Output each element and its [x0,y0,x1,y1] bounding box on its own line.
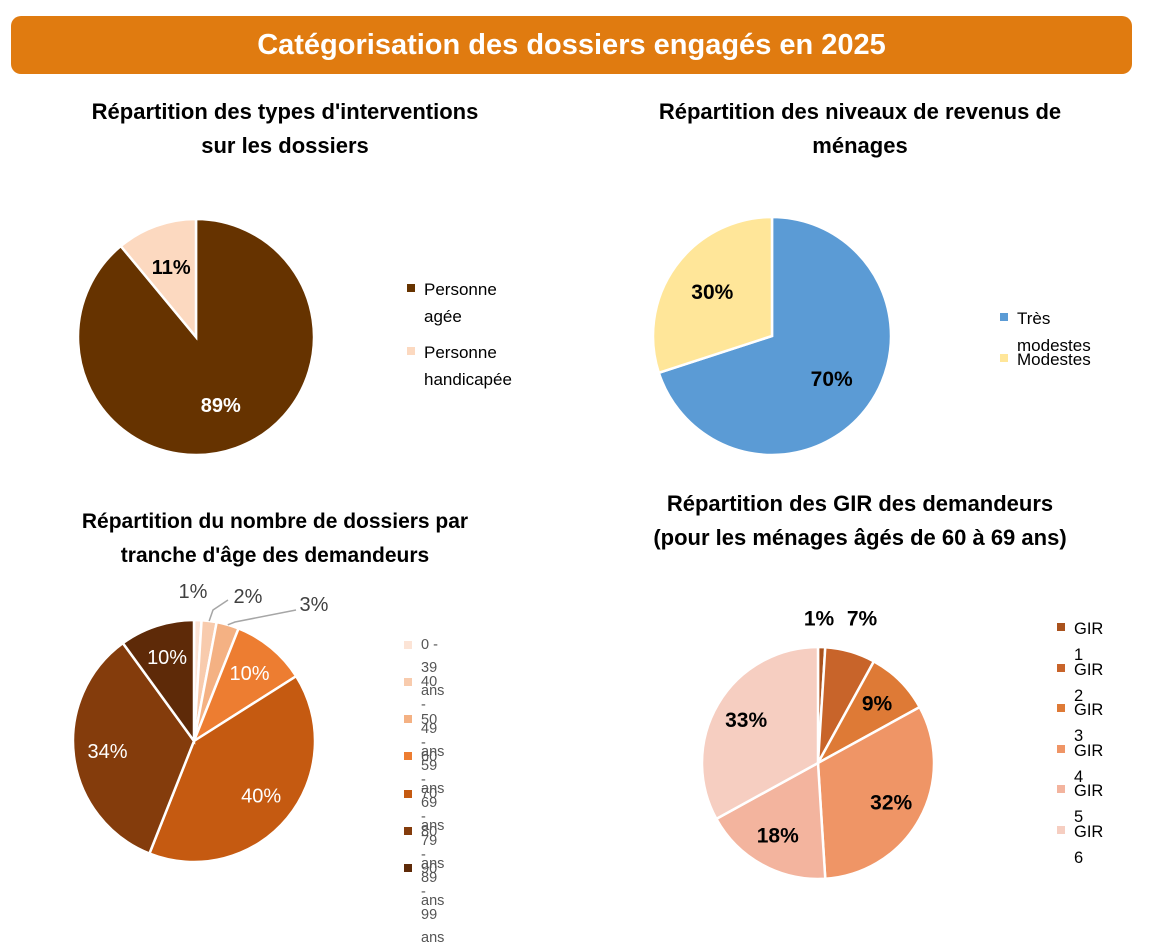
legend-label: GIR 4 [1074,741,1104,786]
legend-label: Personne agée [424,280,497,327]
chart-3-data-label-4: 10% [230,663,270,685]
page-title: Catégorisation des dossiers engagés en 2… [257,28,886,61]
legend-label: Très modestes [1017,309,1091,356]
legend-swatch [404,827,412,836]
chart-3-title: Répartition du nombre de dossiers par tr… [81,510,469,567]
legend-label: Personne handicapée [424,343,512,390]
chart-4-slice-4 [816,705,936,881]
chart-3-data-label-3: 3% [300,594,329,616]
chart-3-slice-4 [191,626,298,745]
legend-label: GIR 5 [1074,782,1104,827]
chart-4-data-label-3: 9% [862,692,893,715]
chart-4-data-label-4: 32% [870,792,912,815]
legend-swatch [404,677,412,686]
legend-label: 80 - 89 ans [421,823,445,910]
chart-2-slice-2 [651,215,774,375]
legend-label: 60 - 69 ans [421,748,445,835]
header-banner: Catégorisation des dossiers engagés en 2… [11,16,1132,74]
legend-swatch [1057,663,1065,672]
legend-label: 50 - 59 ans [421,711,445,798]
legend-swatch [1000,353,1008,362]
chart-4-legend-item: GIR 6 [1057,819,1103,872]
legend-swatch [1057,825,1065,834]
chart-3-slice-6 [71,641,196,856]
legend-swatch [404,752,412,761]
chart-4-legend-item: GIR 3 [1057,697,1103,750]
legend-swatch [404,640,412,649]
chart-4-data-label-2: 7% [847,608,878,631]
chart-3-leader-line-3 [227,609,297,626]
chart-3-legend-item: 50 - 59 ans [404,709,444,802]
chart-4-title: Répartition des GIR des demandeurs (pour… [653,491,1067,550]
chart-3-data-label-6: 34% [88,741,128,763]
legend-swatch [1057,623,1065,632]
chart-3-data-label-2: 2% [234,586,263,608]
legend-label: GIR 2 [1074,660,1104,705]
legend-swatch [404,864,412,873]
chart-1-data-label-1: 89% [201,395,241,417]
legend-label: GIR 1 [1074,620,1104,665]
chart-3-slice-5 [147,674,317,864]
chart-4-legend-item: GIR 2 [1057,657,1103,710]
chart-1-title: Répartition des types d'interventions su… [91,99,479,158]
chart-4-data-label-1: 1% [804,608,835,631]
chart-3-legend-item: 0 - 39 ans [404,634,444,704]
chart-3-legend-item: 60 - 69 ans [404,746,444,839]
chart-3-legend-item: 80 - 89 ans [404,821,444,914]
chart-4-legend-item: GIR 4 [1057,738,1103,791]
legend-label: 0 - 39 ans [421,637,445,700]
legend-label: GIR 6 [1074,822,1104,867]
legend-swatch [404,715,412,724]
chart-3-legend-item: 70 - 79 ans [404,783,444,876]
chart-4-legend-item: GIR 1 [1057,616,1103,669]
legend-swatch [404,789,412,798]
chart-3-data-label-7: 10% [147,647,187,669]
chart-1-legend-item: Personne agée [407,276,497,330]
chart-2-data-label-2: 30% [691,281,733,304]
chart-3-slice-7 [121,618,196,745]
legend-label: 90 - 99 ans [421,860,445,947]
chart-1-data-label-2: 11% [152,257,191,279]
chart-4-data-label-5: 18% [757,825,799,848]
chart-3-legend-item: 40 - 49 ans [404,671,444,764]
chart-3-data-label-5: 40% [241,786,281,808]
legend-swatch [1057,704,1065,713]
chart-2-data-label-1: 70% [811,368,853,391]
chart-3-legend-item: 90 - 99 ans [404,858,444,951]
legend-swatch [1000,312,1008,321]
chart-1-slice-2 [119,217,198,341]
chart-4-legend-item: GIR 5 [1057,778,1103,831]
chart-2-slice-1 [657,215,893,457]
legend-swatch [407,346,415,355]
legend-label: GIR 3 [1074,701,1104,746]
legend-label: 70 - 79 ans [421,786,445,872]
chart-3-data-label-1: 1% [179,581,208,603]
legend-label: 40 - 49 ans [421,674,445,760]
chart-2-legend-item: Très modestes [1000,305,1091,359]
chart-1-legend-item: Personne handicapée [407,339,512,393]
legend-swatch [1057,744,1065,753]
chart-2-legend-item: Modestes [1000,346,1091,373]
chart-3-leader-line-2 [208,599,229,622]
legend-swatch [407,283,415,292]
chart-4-slice-5 [714,760,827,881]
chart-4-slice-6 [700,645,820,821]
legend-swatch [1057,785,1065,794]
chart-4-data-label-6: 33% [725,709,767,732]
legend-label: Modestes [1017,350,1091,369]
chart-2-title: Répartition des niveaux de revenus de mé… [658,99,1062,158]
